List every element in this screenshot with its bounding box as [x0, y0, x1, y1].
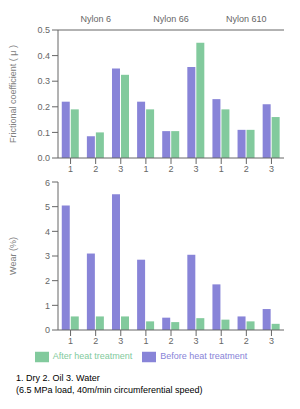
svg-text:3: 3	[45, 251, 50, 261]
svg-text:1: 1	[45, 301, 50, 311]
svg-text:1: 1	[219, 336, 224, 346]
svg-text:5: 5	[45, 202, 50, 212]
html-text:Before heat treatment: Before heat treatment	[160, 351, 248, 362]
svg-text:Wear (%): Wear (%)	[8, 237, 18, 275]
svg-text:Nylon 6: Nylon 6	[80, 14, 111, 24]
svg-text:6: 6	[45, 178, 50, 188]
svg-text:4: 4	[45, 227, 50, 237]
svg-text:2: 2	[93, 336, 98, 346]
svg-text:1: 1	[68, 336, 73, 346]
svg-text:Nylon 610: Nylon 610	[226, 14, 267, 24]
svg-text:2: 2	[244, 336, 249, 346]
svg-text:3: 3	[269, 164, 274, 174]
html-text:(6.5 MPa load, 40m/min circumf: (6.5 MPa load, 40m/min circumferential s…	[16, 385, 203, 395]
svg-text:Nylon 66: Nylon 66	[153, 14, 189, 24]
svg-text:2: 2	[168, 164, 173, 174]
svg-text:0.3: 0.3	[37, 76, 50, 86]
svg-text:3: 3	[118, 164, 123, 174]
svg-text:2: 2	[168, 336, 173, 346]
svg-text:1: 1	[143, 336, 148, 346]
svg-text:3: 3	[194, 336, 199, 346]
svg-text:0: 0	[45, 325, 50, 335]
svg-text:0.4: 0.4	[37, 51, 50, 61]
svg-text:0.2: 0.2	[37, 102, 50, 112]
html-text:After heat treatment: After heat treatment	[52, 351, 133, 362]
svg-text:0.1: 0.1	[37, 128, 50, 138]
svg-text:3: 3	[269, 336, 274, 346]
svg-text:1: 1	[143, 164, 148, 174]
svg-text:2: 2	[45, 276, 50, 286]
svg-text:3: 3	[194, 164, 199, 174]
svg-text:0.0: 0.0	[37, 153, 50, 163]
svg-text:1: 1	[68, 164, 73, 174]
svg-text:2: 2	[244, 164, 249, 174]
svg-text:Frictional coefficient ( μ ): Frictional coefficient ( μ )	[8, 45, 18, 143]
svg-text:0.5: 0.5	[37, 25, 50, 35]
html-text:1. Dry 2. Oil 3. Water: 1. Dry 2. Oil 3. Water	[16, 373, 100, 383]
svg-text:1: 1	[219, 164, 224, 174]
svg-text:2: 2	[93, 164, 98, 174]
svg-text:3: 3	[118, 336, 123, 346]
